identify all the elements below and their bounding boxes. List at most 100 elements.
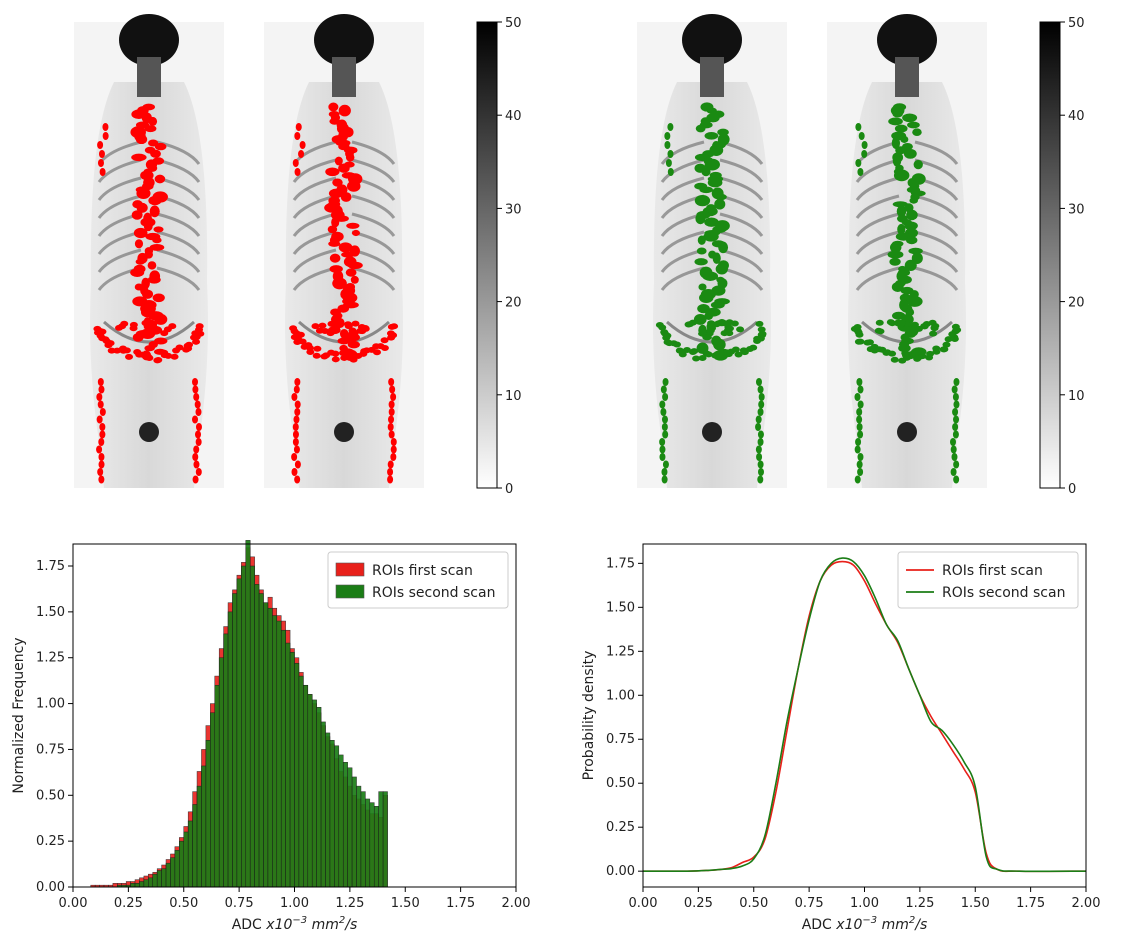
rib xyxy=(156,248,201,273)
histogram-bar xyxy=(316,706,322,888)
roi-blob xyxy=(195,408,202,416)
roi-blob xyxy=(329,253,341,263)
roi-blob xyxy=(891,137,901,149)
roi-blob xyxy=(331,216,340,228)
x-tick-label: 1.00 xyxy=(850,896,879,911)
roi-blob xyxy=(909,350,918,357)
roi-blob xyxy=(661,475,668,484)
rib xyxy=(97,248,142,273)
histogram-bar xyxy=(378,791,384,888)
roi-blob xyxy=(663,332,672,339)
bladder-signal xyxy=(702,422,722,442)
y-tick-label: 1.75 xyxy=(36,559,65,574)
roi-blob xyxy=(143,220,153,232)
roi-blob xyxy=(756,453,763,461)
x-tick-label: 0.25 xyxy=(114,896,143,911)
legend-box xyxy=(897,551,1079,609)
roi-blob xyxy=(908,247,923,255)
roi-blob xyxy=(299,141,306,149)
roi-blob xyxy=(950,445,957,454)
roi-blob xyxy=(298,338,307,345)
histogram-bar xyxy=(258,593,264,888)
colorbar-gradient xyxy=(1039,21,1061,489)
roi-blob xyxy=(660,385,667,394)
roi-blob xyxy=(96,393,103,401)
roi-blob xyxy=(102,123,109,131)
roi-blob xyxy=(704,217,719,227)
roi-blob xyxy=(134,239,144,249)
histogram-bar xyxy=(156,870,162,888)
roi-blob xyxy=(357,324,366,331)
roi-blob xyxy=(888,320,897,327)
histogram-bar xyxy=(152,873,158,888)
roi-blob xyxy=(133,227,148,239)
colorbar-tick-label: 40 xyxy=(1068,109,1085,124)
roi-blob xyxy=(388,415,395,424)
roi-blob xyxy=(311,323,320,330)
roi-blob xyxy=(892,111,903,118)
roi-blob xyxy=(694,194,711,207)
roi-blob xyxy=(292,423,299,431)
roi-blob xyxy=(757,385,764,394)
roi-blob xyxy=(757,430,764,439)
roi-blob xyxy=(129,325,138,332)
y-tick-label: 1.00 xyxy=(36,697,65,712)
roi-blob xyxy=(294,460,301,469)
roi-blob xyxy=(150,149,161,158)
roi-blob xyxy=(703,231,719,242)
roi-blob xyxy=(914,325,923,332)
roi-blob xyxy=(876,328,885,335)
roi-blob xyxy=(713,338,726,351)
roi-blob xyxy=(953,460,960,469)
y-tick-label: 0.75 xyxy=(36,742,65,757)
histogram-bar xyxy=(192,804,198,888)
x-tick-label: 1.75 xyxy=(1016,896,1045,911)
histogram-bar xyxy=(130,883,136,888)
roi-blob xyxy=(659,445,666,454)
roi-blob xyxy=(99,408,106,416)
roi-blob xyxy=(952,408,959,416)
roi-blob xyxy=(99,168,106,176)
pelvis xyxy=(103,320,195,344)
roi-blob xyxy=(659,400,666,409)
x-tick-label: 1.50 xyxy=(961,896,990,911)
roi-blob xyxy=(338,104,351,117)
roi-blob xyxy=(348,327,357,334)
roi-overlay xyxy=(850,103,962,484)
roi-blob xyxy=(757,326,766,333)
roi-blob xyxy=(97,400,104,409)
histogram-bar xyxy=(360,791,366,888)
y-axis-label: Normalized Frequency xyxy=(11,637,27,793)
legend-box xyxy=(327,551,509,609)
roi-blob xyxy=(195,468,202,476)
roi-blob xyxy=(338,163,350,173)
roi-blob xyxy=(332,178,343,187)
roi-blob xyxy=(294,168,301,176)
roi-blob xyxy=(950,468,957,476)
roi-blob xyxy=(661,415,668,424)
roi-blob xyxy=(701,167,711,177)
roi-blob xyxy=(952,423,959,431)
roi-blob xyxy=(373,349,382,356)
roi-blob xyxy=(380,345,389,352)
roi-blob xyxy=(855,331,864,338)
roi-blob xyxy=(929,330,938,337)
roi-blob xyxy=(138,351,147,358)
roi-blob xyxy=(889,257,901,266)
roi-blob xyxy=(906,209,918,221)
histogram-bar xyxy=(254,584,260,888)
x-tick-label: 0.75 xyxy=(225,896,254,911)
roi-blob xyxy=(152,293,165,303)
roi-blob xyxy=(387,423,394,431)
roi-blob xyxy=(325,167,340,177)
histogram-bar xyxy=(263,602,269,888)
colorbar-tick-label: 30 xyxy=(505,202,522,217)
roi-blob xyxy=(98,460,105,469)
histogram-bar xyxy=(369,802,375,888)
roi-blob xyxy=(707,320,716,327)
head-signal xyxy=(314,14,374,66)
roi-blob xyxy=(387,460,394,469)
bladder-signal xyxy=(334,422,354,442)
roi-blob xyxy=(130,268,145,277)
roi-blob xyxy=(131,210,143,220)
